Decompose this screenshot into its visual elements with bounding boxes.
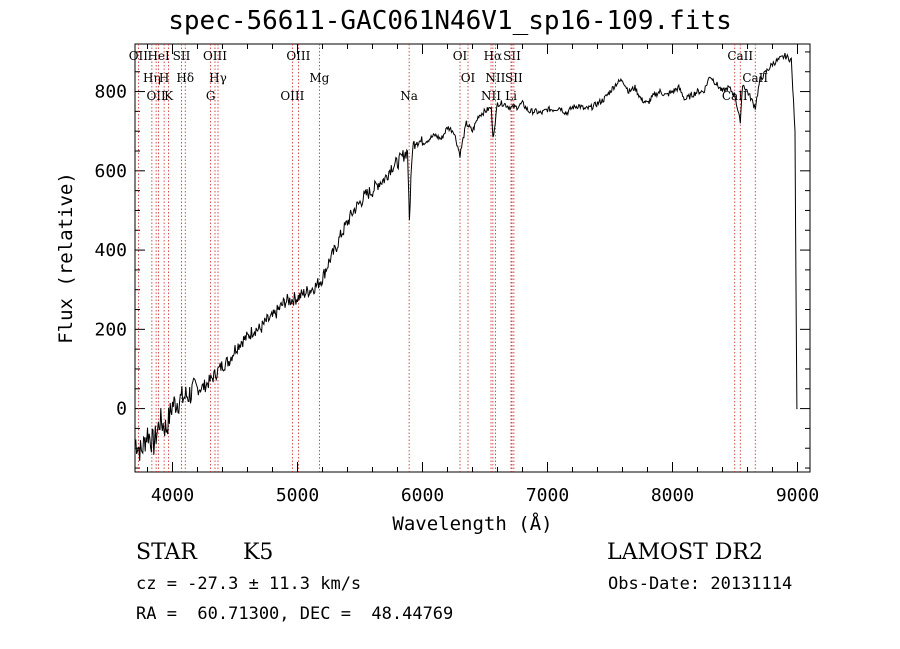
- survey-label: LAMOST DR2: [607, 540, 763, 565]
- line-marker-label: Mg: [309, 71, 329, 85]
- x-tick-label: 4000: [151, 485, 194, 506]
- chart-title: spec-56611-GAC061N46V1_sp16-109.fits: [168, 6, 732, 36]
- redshift-label: cz = -27.3 ± 11.3 km/s: [136, 574, 362, 594]
- spectrum-line: [134, 52, 798, 461]
- obs-date-label: Obs-Date: 20131114: [608, 574, 793, 594]
- object-class-label: STAR: [136, 540, 197, 565]
- y-tick-label: 400: [94, 240, 127, 261]
- plot-frame: [134, 43, 811, 473]
- coordinates-label: RA = 60.71300, DEC = 48.44769: [136, 604, 454, 624]
- line-marker-label: OI: [453, 49, 468, 63]
- line-marker-label: OIII: [203, 49, 227, 63]
- line-marker-label: OIII: [286, 49, 310, 63]
- line-marker-label: SII: [173, 49, 191, 63]
- line-marker-label: NII: [485, 71, 505, 85]
- y-tick-label: 200: [94, 319, 127, 340]
- line-marker-label: Hγ: [209, 71, 227, 85]
- line-marker-label: CaII: [727, 49, 753, 63]
- line-marker-label: H: [159, 71, 169, 85]
- line-marker-label: SII: [503, 49, 521, 63]
- y-tick-label: 600: [94, 161, 127, 182]
- line-marker-label: Na: [400, 89, 418, 103]
- subclass-label: K5: [243, 540, 274, 565]
- line-marker-label: Hα: [484, 49, 503, 63]
- line-marker-label: Hδ: [176, 71, 194, 85]
- line-marker-label: OII: [146, 89, 166, 103]
- x-tick-label: 9000: [776, 485, 819, 506]
- line-marker-label: G: [206, 89, 216, 103]
- line-marker-label: CaII: [742, 71, 768, 85]
- x-tick-label: 5000: [276, 485, 319, 506]
- line-marker-label: OIII: [280, 89, 304, 103]
- y-axis-label: Flux (relative): [55, 172, 77, 344]
- line-marker-label: NII: [481, 89, 501, 103]
- y-tick-label: 800: [94, 82, 127, 103]
- line-marker-label: Li: [505, 89, 517, 103]
- x-tick-label: 6000: [401, 485, 444, 506]
- x-axis-label: Wavelength (Å): [392, 512, 552, 535]
- x-tick-label: 7000: [526, 485, 569, 506]
- line-marker-label: Hη: [143, 71, 161, 85]
- line-marker-label: K: [164, 89, 174, 103]
- y-tick-label: 0: [116, 399, 127, 420]
- line-marker-label: OII: [129, 49, 149, 63]
- line-marker-label: HeI: [147, 49, 170, 63]
- line-marker-label: OI: [461, 71, 476, 85]
- x-tick-label: 8000: [651, 485, 694, 506]
- line-marker-label: SII: [505, 71, 523, 85]
